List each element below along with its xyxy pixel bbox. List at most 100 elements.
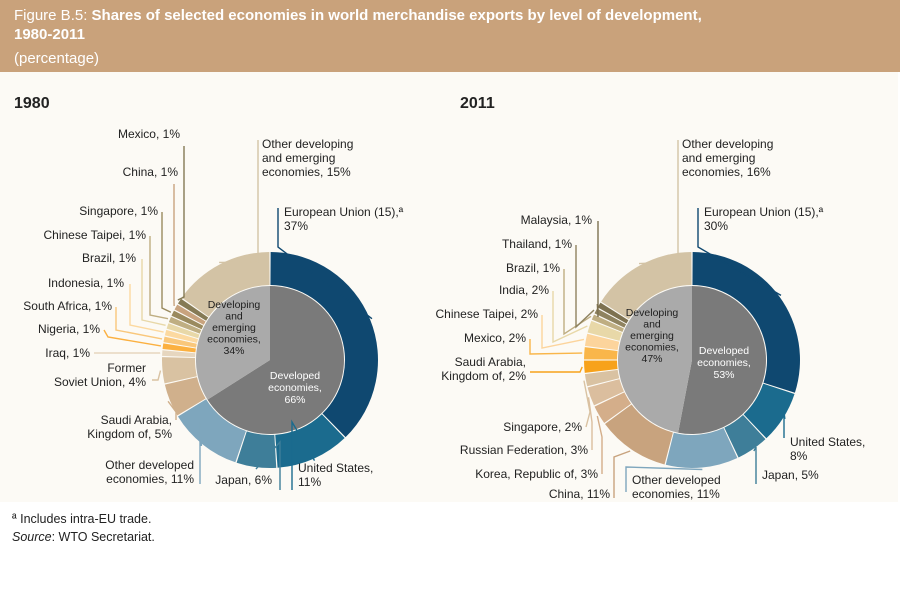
leader-1980-mexico [177,146,185,301]
leader-1980-former-soviet-union [152,370,162,381]
leader-2011-other-developed-economies [625,466,703,492]
label-1980-mexico: Mexico, 1% [118,127,180,141]
slice-2011-korea [594,392,632,423]
leader-2011-european-union-15 [697,208,782,296]
slice-1980-iraq [162,350,196,358]
label-2011-other-developing-and-emerging-economies: Other developing and emerging economies, 1… [682,137,773,179]
inner-label-2011-developed: Developed economies, 53% [697,345,751,381]
inner-slice-1980-developing [196,286,270,400]
slice-1980-former-soviet-union [162,357,197,384]
inner-slice-1980-developed [207,286,344,434]
label-2011-saudi-arabia: Saudi Arabia, Kingdom of, 2% [441,355,526,383]
label-1980-chinese-taipei: Chinese Taipei, 1% [43,228,146,242]
inner-slice-2011-developing [617,286,692,433]
leader-2011-united-states [783,411,786,438]
label-1980-indonesia: Indonesia, 1% [48,276,124,290]
slice-1980-china [174,304,206,325]
slice-2011-united-states [743,383,795,439]
figure-title-line1: Shares of selected economies in world me… [91,7,702,24]
label-1980-european-union-15: European Union (15),ª 37% [284,205,404,233]
slice-1980-chinese-taipei [168,316,202,334]
label-2011-european-union-15: European Union (15),ª 30% [704,205,824,233]
slice-2011-japan [724,414,766,458]
slice-2011-brazil [591,314,624,332]
slice-2011-mexico [584,347,618,360]
slice-1980-european-union-15 [270,252,379,438]
label-2011-thailand: Thailand, 1% [502,237,572,251]
inner-label-2011-developing: Developing and emerging economies, 47% [625,307,679,365]
label-1980-singapore: Singapore, 1% [79,204,158,218]
label-2011-japan: Japan, 5% [762,468,819,482]
label-2011-korea: Korea, Republic of, 3% [475,467,598,481]
label-1980-japan: Japan, 6% [215,473,272,487]
leader-2011-malaysia [596,221,599,318]
label-2011-other-developed-economies: Other developed economies, 11% [632,473,721,501]
leader-1980-south-africa [115,307,163,340]
label-2011-india: India, 2% [499,283,549,297]
notes: ª Includes intra-EU trade. Source: WTO S… [12,510,155,546]
leader-2011-thailand [575,245,595,329]
slice-1980-south-africa [163,336,197,348]
label-1980-former-soviet-union: Former Soviet Union, 4% [54,361,146,389]
label-1980-china: China, 1% [123,165,179,179]
leader-2011-singapore [583,380,591,428]
label-1980-other-developed-economies: Other developed economies, 11% [105,458,194,486]
leader-1980-indonesia [129,284,164,333]
chart-panel: 1980 Developed economies, 66% Developing and e… [0,72,898,502]
slice-1980-other-developing-and-emerging-economies [181,252,270,317]
slice-2011-thailand [594,308,627,328]
figure-label: Figure B.5: [14,7,88,24]
slice-1980-nigeria [162,343,196,353]
leader-2011-saudi-arabia [530,366,583,373]
leader-1980-brazil [141,259,166,327]
label-1980-nigeria: Nigeria, 1% [38,322,100,336]
label-2011-chinese-taipei: Chinese Taipei, 2% [435,307,538,321]
label-2011-china: China, 11% [549,487,610,501]
slice-2011-chinese-taipei [584,333,620,351]
inner-label-1980-developing: Developing and emerging economies, 34% [207,299,261,357]
label-2011-united-states: United States, 8% [790,435,865,463]
label-1980-iraq: Iraq, 1% [45,346,90,360]
leader-2011-china [613,450,631,498]
figure-header: Figure B.5: Shares of selected economies… [0,0,900,72]
chart-title-2011: 2011 [460,95,495,112]
slice-1980-singapore [171,310,204,330]
slice-2011-malaysia [597,302,629,324]
label-1980-south-africa: South Africa, 1% [23,299,112,313]
slice-2011-other-developed-economies [665,428,738,468]
label-2011-mexico: Mexico, 2% [464,331,526,345]
slice-2011-russian-federation [587,379,624,406]
leader-1980-other-developing-and-emerging-economies [219,140,259,264]
source-note: Source: WTO Secretariat. [12,528,155,546]
leader-2011-japan [753,446,757,484]
leader-2011-india [552,291,588,344]
source-label: Source [12,530,52,544]
slice-2011-other-developing-and-emerging-economies [601,252,692,320]
leader-1980-chinese-taipei [149,236,169,320]
inner-label-1980-developed: Developed economies, 66% [268,370,322,406]
slice-2011-india [587,320,623,341]
source-text: : WTO Secretariat. [51,530,155,544]
chart-title-1980: 1980 [14,95,50,112]
label-1980-saudi-arabia: Saudi Arabia, Kingdom of, 5% [87,413,172,441]
leader-2011-russian-federation [587,397,593,450]
label-2011-brazil: Brazil, 1% [506,261,560,275]
slice-1980-brazil [166,323,200,339]
leader-1980-other-developed-economies [199,421,203,484]
inner-slice-2011-developed [678,286,766,435]
figure-subtitle: (percentage) [14,50,100,67]
leader-2011-brazil [563,269,592,336]
label-2011-malaysia: Malaysia, 1% [521,213,593,227]
slice-1980-other-developed-economies [177,399,246,463]
slice-2011-european-union-15 [692,252,801,393]
leader-2011-korea [596,415,603,474]
slice-2011-china [605,404,673,465]
leader-1980-saudi-arabia [167,400,177,420]
label-2011-russian-federation: Russian Federation, 3% [460,443,588,457]
leader-2011-other-developing-and-emerging-economies [638,140,679,265]
figure-title: Figure B.5: Shares of selected economies… [14,6,894,25]
slice-1980-mexico [177,298,209,321]
label-2011-singapore: Singapore, 2% [503,420,582,434]
leader-2011-chinese-taipei [541,315,585,349]
